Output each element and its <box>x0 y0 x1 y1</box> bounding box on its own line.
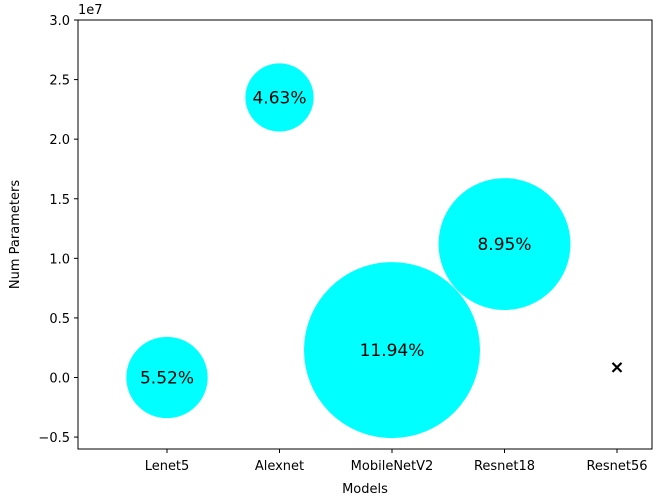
bubble-label-mobilenetv2: 11.94% <box>360 341 425 361</box>
x-tick-label: Alexnet <box>255 459 304 474</box>
bubble-resnet18 <box>438 178 571 310</box>
y-tick-label: −0.5 <box>38 431 70 446</box>
bubble-alexnet <box>245 63 314 132</box>
y-scale-offset: 1e7 <box>78 3 103 18</box>
bubble-label-resnet18: 8.95% <box>477 235 531 255</box>
y-axis: −0.5 0.0 0.5 1.0 1.5 2.0 2.5 3.0 <box>38 14 78 446</box>
marker-layer <box>611 362 623 373</box>
x-tick-label: Lenet5 <box>145 459 190 474</box>
x-tick-label: Resnet18 <box>474 459 535 474</box>
x-tick-label: MobileNetV2 <box>351 459 434 474</box>
bubble-label-alexnet: 4.63% <box>252 88 306 108</box>
y-tick-label: 2.0 <box>49 133 70 148</box>
y-tick-label: 0.0 <box>49 372 70 387</box>
x-marker-resnet56 <box>611 362 623 373</box>
plot-frame <box>77 19 653 450</box>
y-tick-label: 3.0 <box>49 14 70 29</box>
y-tick-label: 0.5 <box>49 312 70 327</box>
x-axis: Lenet5 Alexnet MobileNetV2 Resnet18 Resnet56 <box>145 449 648 474</box>
y-tick-label: 2.5 <box>49 74 70 89</box>
bubble-label-lenet5: 5.52% <box>140 369 194 389</box>
bubble-lenet5 <box>126 336 208 419</box>
bubble-layer: 5.52% 4.63% 11.94% 8.95% <box>126 63 571 439</box>
x-axis-label: Models <box>342 482 388 497</box>
y-tick-label: 1.0 <box>49 252 70 267</box>
y-tick-label: 1.5 <box>49 193 70 208</box>
bubble-mobilenetv2 <box>304 262 480 439</box>
y-axis-label: Num Parameters <box>8 180 23 289</box>
x-tick-label: Resnet56 <box>586 459 647 474</box>
